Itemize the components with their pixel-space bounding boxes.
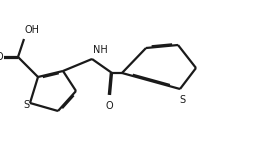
Text: OH: OH: [25, 25, 40, 35]
Text: O: O: [105, 101, 113, 111]
Text: S: S: [179, 95, 185, 105]
Text: S: S: [23, 100, 29, 110]
Text: NH: NH: [93, 45, 108, 55]
Text: O: O: [0, 52, 3, 62]
